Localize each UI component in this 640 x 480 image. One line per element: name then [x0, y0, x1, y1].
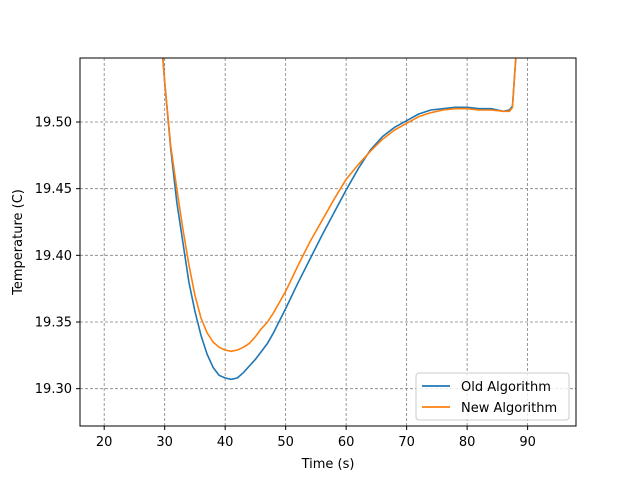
y-tick-label: 19.35 — [35, 316, 72, 331]
x-tick-label: 90 — [519, 435, 536, 450]
series-layer — [162, 58, 517, 381]
y-tick-label: 19.50 — [35, 116, 72, 131]
x-tick-label: 70 — [398, 435, 415, 450]
plot-area — [80, 58, 576, 426]
legend-label: New Algorithm — [461, 401, 557, 416]
legend-box — [415, 372, 570, 421]
x-axis-label: Time (s) — [301, 457, 355, 472]
series-line-2 — [162, 58, 517, 353]
x-axis: 20 30 40 50 60 70 80 90 — [96, 426, 536, 450]
x-tick-label: 30 — [156, 435, 173, 450]
legend-label: Old Algorithm — [461, 380, 551, 395]
y-axis: 19.30 19.35 19.40 19.45 19.50 — [35, 116, 80, 397]
y-tick-label: 19.40 — [35, 249, 72, 264]
y-axis-label: Temperature (C) — [11, 189, 26, 296]
series-line-1 — [162, 58, 517, 381]
x-tick-label: 40 — [217, 435, 234, 450]
grid-lines — [80, 58, 576, 426]
plot-frame — [79, 57, 577, 427]
legend: Old Algorithm New Algorithm — [415, 372, 570, 421]
y-tick-label: 19.45 — [35, 182, 72, 197]
y-tick-label: 19.30 — [35, 382, 72, 397]
x-tick-label: 80 — [459, 435, 476, 450]
x-tick-label: 60 — [338, 435, 355, 450]
x-tick-label: 20 — [96, 435, 113, 450]
x-tick-label: 50 — [277, 435, 294, 450]
